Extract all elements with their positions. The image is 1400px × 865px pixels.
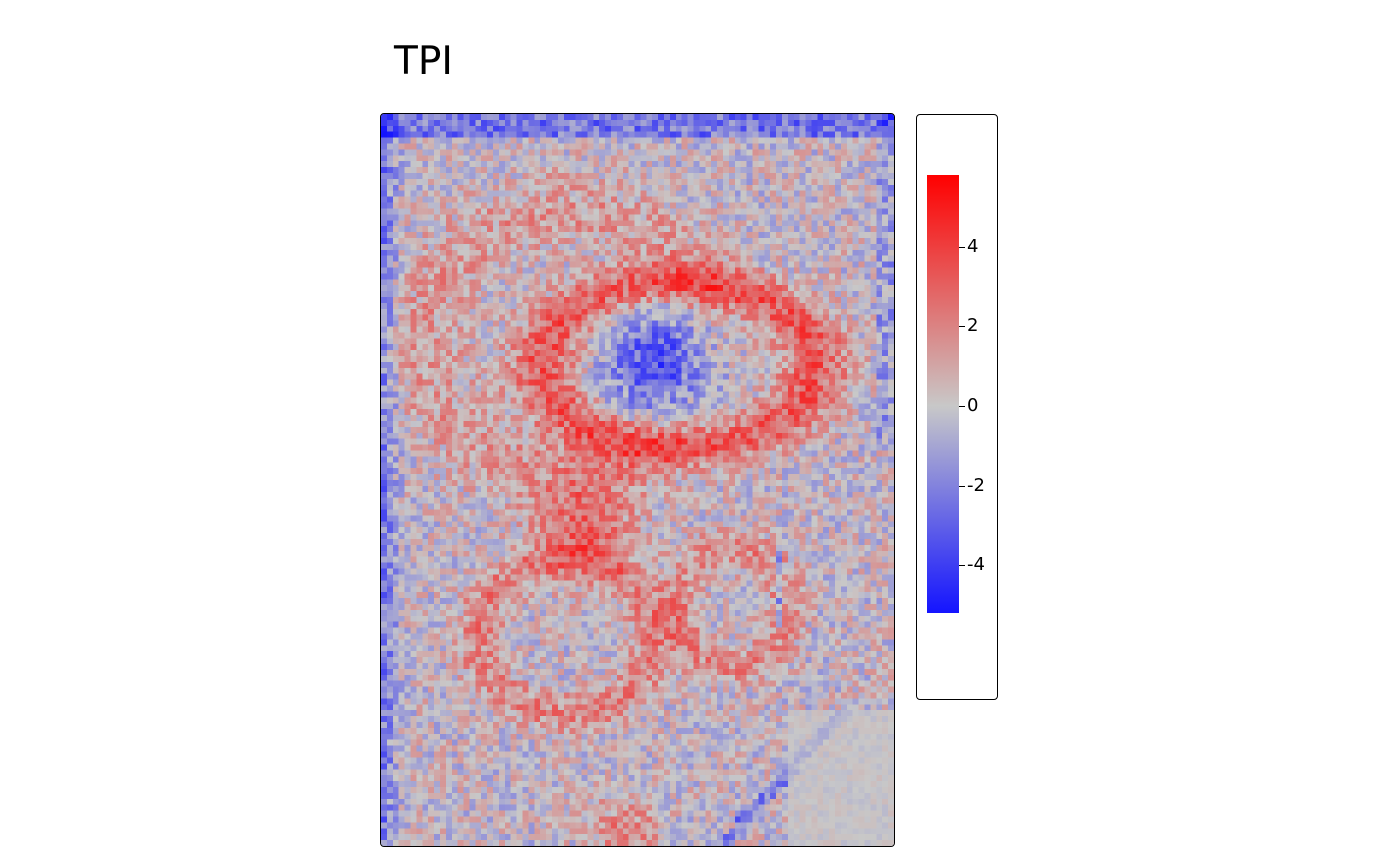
- legend-tick-mark: [959, 405, 965, 407]
- legend-tick-label: -4: [967, 554, 985, 576]
- legend-tick-mark: [959, 565, 965, 567]
- legend-tick-label: 4: [967, 235, 979, 257]
- legend-tick-mark: [959, 246, 965, 248]
- legend-colorbar: [927, 175, 959, 613]
- legend-tick-label: -2: [967, 474, 985, 496]
- colorbar-gradient: [927, 175, 959, 613]
- tpi-raster-map: [380, 113, 895, 847]
- legend-tick-label: 2: [967, 315, 979, 337]
- legend-tick-mark: [959, 326, 965, 328]
- tpi-raster-canvas: [381, 114, 894, 846]
- legend-tick-mark: [959, 485, 965, 487]
- chart-title: TPI: [394, 39, 453, 84]
- legend-tick-label: 0: [967, 394, 979, 416]
